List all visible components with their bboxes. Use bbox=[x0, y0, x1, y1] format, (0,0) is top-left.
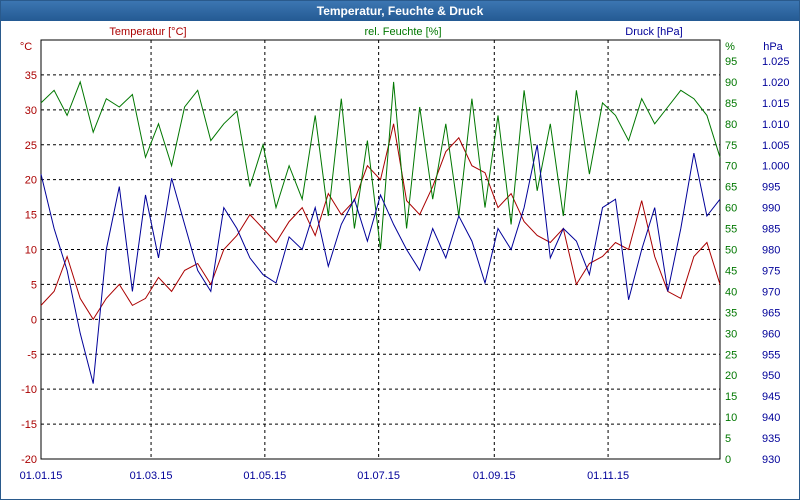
tick-label-pressure: 970 bbox=[762, 286, 780, 298]
unit-pressure: hPa bbox=[763, 41, 783, 53]
tick-label-pressure: 965 bbox=[762, 307, 780, 319]
tick-label-temperature: 25 bbox=[25, 140, 37, 152]
tick-label-humidity: 50 bbox=[725, 245, 737, 257]
tick-label-temperature: -20 bbox=[21, 454, 37, 466]
tick-label-humidity: 30 bbox=[725, 328, 737, 340]
tick-label-humidity: 25 bbox=[725, 349, 737, 361]
tick-label-date: 01.11.15 bbox=[587, 470, 629, 482]
tick-label-pressure: 960 bbox=[762, 328, 780, 340]
axis-label-humidity: rel. Feuchte [%] bbox=[364, 26, 441, 38]
tick-label-pressure: 955 bbox=[762, 349, 780, 361]
tick-label-temperature: -10 bbox=[21, 384, 37, 396]
axis-label-temperature: Temperatur [°C] bbox=[109, 26, 186, 38]
tick-label-humidity: 80 bbox=[725, 119, 737, 131]
tick-label-pressure: 1.015 bbox=[762, 98, 790, 110]
tick-label-humidity: 0 bbox=[725, 454, 731, 466]
tick-label-temperature: 5 bbox=[31, 279, 37, 291]
tick-label-pressure: 990 bbox=[762, 203, 780, 215]
tick-label-temperature: 30 bbox=[25, 105, 37, 117]
tick-label-temperature: 35 bbox=[25, 70, 37, 82]
tick-label-humidity: 10 bbox=[725, 412, 737, 424]
tick-labels: -20 -15 -10 -5 0 5 10 15 20 25 30 35 0 5 10 15 20 25 30 35 4… bbox=[20, 56, 790, 482]
tick-label-humidity: 15 bbox=[725, 391, 737, 403]
unit-temperature: °C bbox=[20, 41, 32, 53]
tick-label-date: 01.09.15 bbox=[473, 470, 516, 482]
tick-label-humidity: 35 bbox=[725, 307, 737, 319]
tick-label-humidity: 90 bbox=[725, 77, 737, 89]
tick-label-humidity: 5 bbox=[725, 433, 731, 445]
tick-label-temperature: 0 bbox=[31, 314, 37, 326]
tick-label-temperature: 20 bbox=[25, 175, 37, 187]
tick-label-pressure: 995 bbox=[762, 182, 780, 194]
series-line-temperature bbox=[40, 123, 721, 321]
series-line-humidity bbox=[40, 80, 721, 250]
tick-label-pressure: 1.000 bbox=[762, 161, 790, 173]
axis-label-pressure: Druck [hPa] bbox=[625, 26, 682, 38]
tick-label-pressure: 1.010 bbox=[762, 119, 790, 131]
tick-label-humidity: 40 bbox=[725, 286, 737, 298]
grid-lines bbox=[41, 40, 720, 459]
tick-label-pressure: 1.025 bbox=[762, 56, 790, 68]
tick-label-humidity: 75 bbox=[725, 140, 737, 152]
tick-label-humidity: 60 bbox=[725, 203, 737, 215]
tick-label-humidity: 85 bbox=[725, 98, 737, 110]
tick-label-pressure: 985 bbox=[762, 224, 780, 236]
tick-label-date: 01.07.15 bbox=[357, 470, 400, 482]
unit-humidity: % bbox=[725, 41, 735, 53]
tick-label-pressure: 975 bbox=[762, 265, 780, 277]
tick-label-pressure: 980 bbox=[762, 245, 780, 257]
tick-label-pressure: 1.020 bbox=[762, 77, 790, 89]
tick-label-temperature: -15 bbox=[21, 419, 37, 431]
tick-label-date: 01.03.15 bbox=[130, 470, 173, 482]
tick-label-pressure: 945 bbox=[762, 391, 780, 403]
tick-label-temperature: 10 bbox=[25, 245, 37, 257]
tick-label-humidity: 45 bbox=[725, 265, 737, 277]
tick-label-humidity: 70 bbox=[725, 161, 737, 173]
series-line-pressure bbox=[40, 144, 721, 384]
window-title: Temperatur, Feuchte & Druck bbox=[1, 1, 799, 21]
tick-label-pressure: 950 bbox=[762, 370, 780, 382]
tick-label-humidity: 55 bbox=[725, 224, 737, 236]
tick-label-humidity: 65 bbox=[725, 182, 737, 194]
tick-label-temperature: -5 bbox=[27, 349, 37, 361]
tick-label-pressure: 935 bbox=[762, 433, 780, 445]
tick-label-humidity: 20 bbox=[725, 370, 737, 382]
series-lines bbox=[40, 80, 721, 384]
tick-label-pressure: 930 bbox=[762, 454, 780, 466]
tick-label-temperature: 15 bbox=[25, 210, 37, 222]
tick-label-date: 01.05.15 bbox=[243, 470, 286, 482]
tick-label-pressure: 1.005 bbox=[762, 140, 790, 152]
tick-label-humidity: 95 bbox=[725, 56, 737, 68]
tick-label-pressure: 940 bbox=[762, 412, 780, 424]
tick-label-date: 01.01.15 bbox=[20, 470, 63, 482]
